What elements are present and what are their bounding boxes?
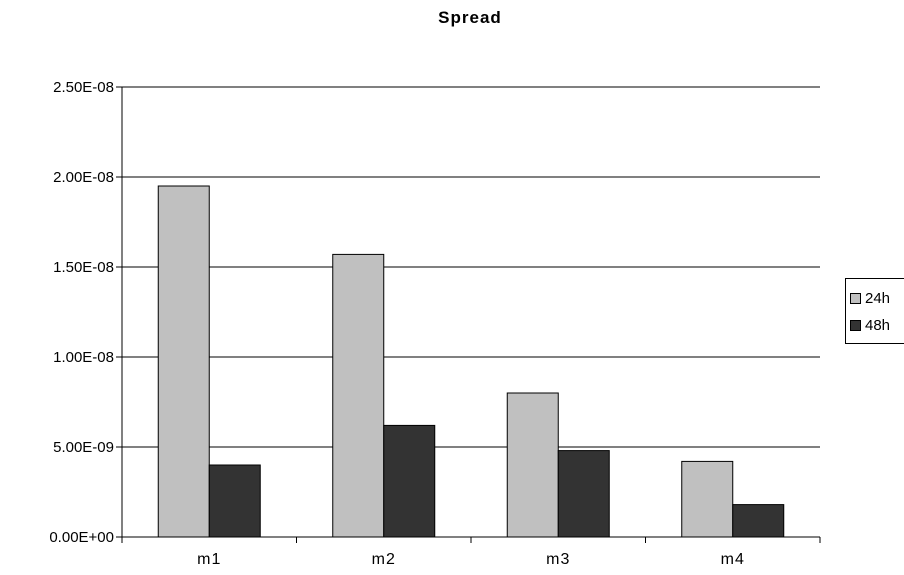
legend-swatch-24h <box>850 292 861 304</box>
y-tick-label: 0.00E+00 <box>49 529 114 546</box>
y-tick-label: 1.50E-08 <box>53 259 114 276</box>
y-tick-label: 2.50E-08 <box>53 79 114 96</box>
bar-24h-m1 <box>157 185 210 538</box>
x-tick-label: m3 <box>546 551 570 568</box>
bar-48h-m3 <box>557 450 610 538</box>
legend-label-48h: 48h <box>865 316 891 334</box>
legend-item-48h: 48h <box>850 315 890 335</box>
x-tick-label: m4 <box>721 551 745 568</box>
y-tick-label: 5.00E-09 <box>53 439 114 456</box>
legend: 24h 48h <box>845 278 904 344</box>
gridlines <box>122 86 820 448</box>
x-tick-label: m2 <box>372 551 396 568</box>
bar-48h-m4 <box>732 504 785 538</box>
bar-48h-m1 <box>208 464 261 538</box>
legend-label-24h: 24h <box>865 289 891 307</box>
y-tick-label: 1.00E-08 <box>53 349 114 366</box>
bar-24h-m3 <box>506 392 559 538</box>
legend-item-24h: 24h <box>850 288 890 308</box>
bar-24h-m4 <box>681 460 734 538</box>
bar-48h-m2 <box>383 424 436 538</box>
legend-swatch-48h <box>850 319 861 331</box>
x-tick-label: m1 <box>197 551 221 568</box>
chart-title: Spread <box>438 8 502 27</box>
bar-24h-m2 <box>332 253 385 538</box>
axes <box>116 86 821 543</box>
bars <box>157 185 785 538</box>
tick-labels: 0.00E+00 5.00E-09 1.00E-08 1.50E-08 2.00E-08… <box>49 79 745 568</box>
y-tick-label: 2.00E-08 <box>53 169 114 186</box>
